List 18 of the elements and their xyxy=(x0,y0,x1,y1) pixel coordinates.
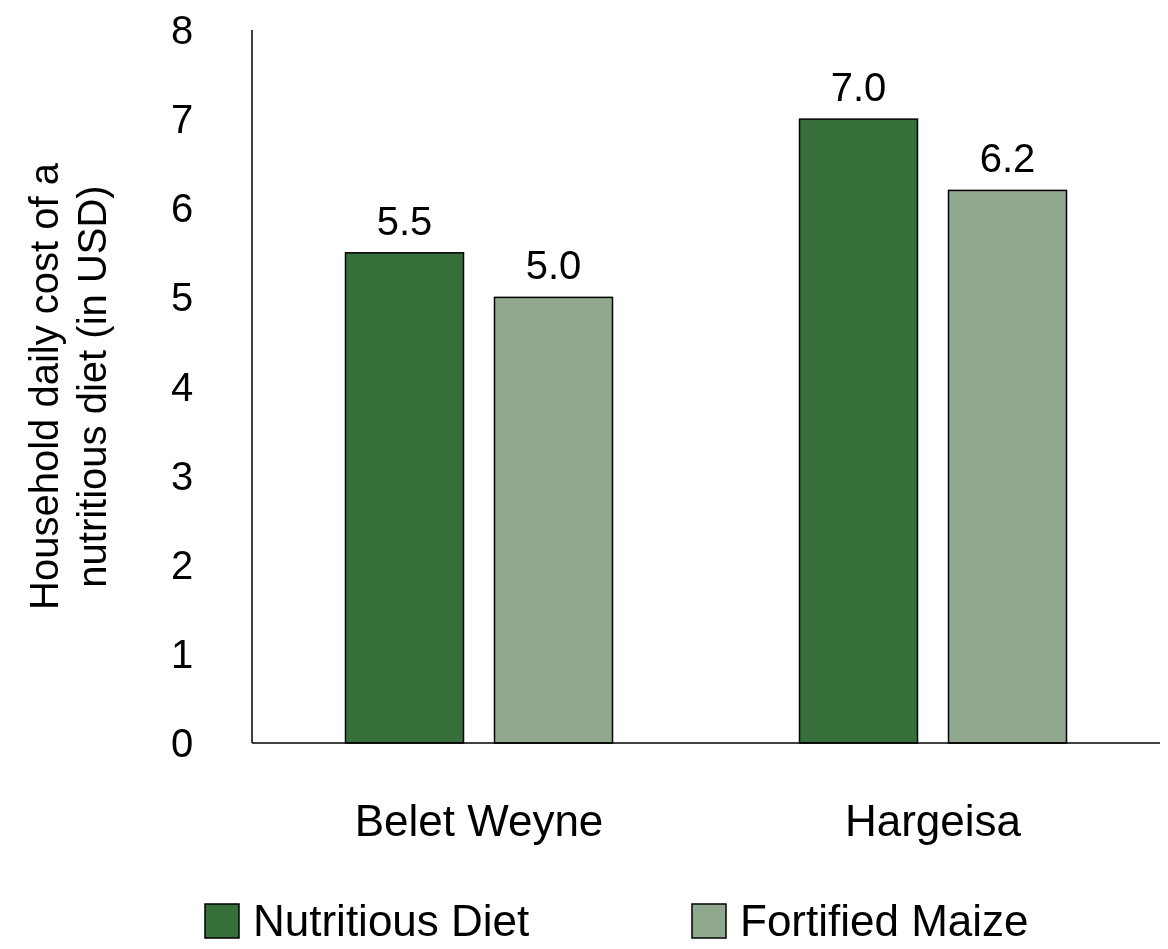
y-tick-label: 2 xyxy=(170,542,194,587)
y-tick-label: 3 xyxy=(170,453,194,498)
legend-label: Fortified Maize xyxy=(740,896,1029,946)
data-label: 7.0 xyxy=(830,65,887,110)
y-axis-title: Household daily cost of a nutritious diet (in USD) xyxy=(22,162,114,610)
data-label: 5.5 xyxy=(376,198,433,243)
y-tick-label: 4 xyxy=(170,364,194,409)
data-label: 6.2 xyxy=(979,136,1036,181)
x-tick-label: Belet Weyne xyxy=(354,796,604,845)
data-label: 5.0 xyxy=(525,243,582,288)
y-tick-label: 7 xyxy=(170,97,194,142)
y-tick-label: 5 xyxy=(170,275,194,320)
y-tick-label: 0 xyxy=(170,721,194,765)
y-tick-label: 1 xyxy=(170,631,194,676)
x-tick-label: Hargeisa xyxy=(844,796,1022,845)
legend-label: Nutritious Diet xyxy=(253,896,530,946)
y-tick-label: 6 xyxy=(170,186,194,231)
y-tick-label: 8 xyxy=(170,8,194,52)
